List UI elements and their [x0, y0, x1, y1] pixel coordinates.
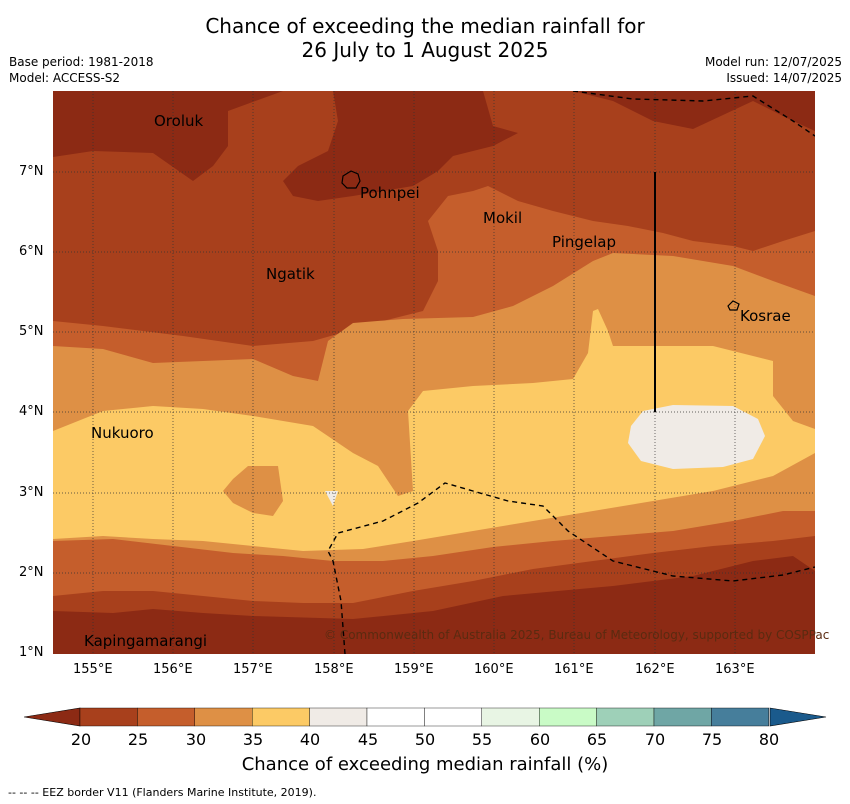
pohnpei-island-icon: [341, 170, 361, 189]
colorbar-tick: 75: [701, 730, 723, 749]
x-tick-label: 158°E: [314, 662, 354, 677]
model-run: Model run: 12/07/2025: [704, 55, 842, 69]
eez-border: [327, 91, 815, 654]
place-nukuoro: Nukuoro: [91, 424, 154, 442]
colorbar-over-arrow: [769, 707, 827, 727]
colorbar-tick: 20: [70, 730, 92, 749]
colorbar-tick: 70: [644, 730, 666, 749]
issued-date: Issued: 14/07/2025: [726, 71, 842, 85]
band-pohnpei-dark: [283, 91, 518, 201]
place-oroluk: Oroluk: [154, 112, 204, 130]
eez-legend-note: -- -- -- EEZ border V11 (Flanders Marine…: [8, 786, 317, 799]
colorbar-cells: [79, 707, 770, 727]
colorbar-tick: 60: [529, 730, 551, 749]
colorbar-cell: [481, 707, 540, 727]
colorbar-cell: [424, 707, 482, 727]
x-tick-label: 161°E: [554, 662, 594, 677]
place-ngatik: Ngatik: [266, 265, 315, 283]
place-kosrae: Kosrae: [740, 307, 791, 325]
colorbar-title: Chance of exceeding median rainfall (%): [241, 754, 609, 775]
colorbar-tick: 30: [185, 730, 207, 749]
colorbar-cell: [309, 707, 368, 727]
colorbar-cell: [79, 707, 138, 727]
colorbar-under-arrow: [24, 707, 81, 727]
y-tick-label: 6°N: [19, 244, 44, 259]
colorbar: [24, 707, 827, 727]
place-pingelap: Pingelap: [552, 233, 617, 251]
x-tick-label: 157°E: [233, 662, 273, 677]
colorbar-cell: [366, 707, 425, 727]
colorbar-tick: 55: [471, 730, 493, 749]
colorbar-tick: 50: [414, 730, 436, 749]
colorbar-tick: 65: [586, 730, 608, 749]
y-tick-label: 5°N: [19, 324, 44, 339]
y-tick-label: 2°N: [19, 565, 44, 580]
place-kapingamarangi: Kapingamarangi: [84, 632, 208, 650]
colorbar-cell: [711, 707, 770, 727]
y-tick-label: 1°N: [19, 645, 44, 660]
band-40-45-small: [325, 491, 338, 506]
x-tick-label: 156°E: [153, 662, 193, 677]
colorbar-cell: [653, 707, 712, 727]
title-line-1: Chance of exceeding the median rainfall …: [205, 14, 645, 38]
colorbar-cell: [596, 707, 655, 727]
y-tick-label: 4°N: [19, 404, 44, 419]
place-pohnpei: Pohnpei: [360, 184, 420, 202]
colorbar-tick: 45: [357, 730, 379, 749]
x-tick-label: 159°E: [394, 662, 434, 677]
model-name: Model: ACCESS-S2: [9, 71, 121, 85]
x-tick-label: 162°E: [635, 662, 675, 677]
place-mokil: Mokil: [483, 209, 523, 227]
colorbar-cell: [251, 707, 310, 727]
y-tick-label: 3°N: [19, 485, 44, 500]
y-tick-label: 7°N: [19, 164, 44, 179]
colorbar-tick: 40: [299, 730, 321, 749]
colorbar-cell: [137, 707, 196, 727]
colorbar-cell: [539, 707, 597, 727]
x-tick-label: 155°E: [73, 662, 113, 677]
colorbar-tick: 35: [242, 730, 264, 749]
x-tick-label: 160°E: [474, 662, 514, 677]
copyright-notice: © Commonwealth of Australia 2025, Bureau…: [324, 628, 830, 642]
colorbar-tick: 25: [127, 730, 149, 749]
band-40-45: [628, 405, 765, 469]
title-line-2: 26 July to 1 August 2025: [301, 38, 549, 62]
x-tick-label: 163°E: [715, 662, 755, 677]
colorbar-cell: [194, 707, 253, 727]
base-period: Base period: 1981-2018: [9, 55, 154, 69]
kosrae-island-icon: [727, 300, 740, 311]
colorbar-tick: 80: [758, 730, 780, 749]
rainfall-map: [53, 91, 815, 654]
